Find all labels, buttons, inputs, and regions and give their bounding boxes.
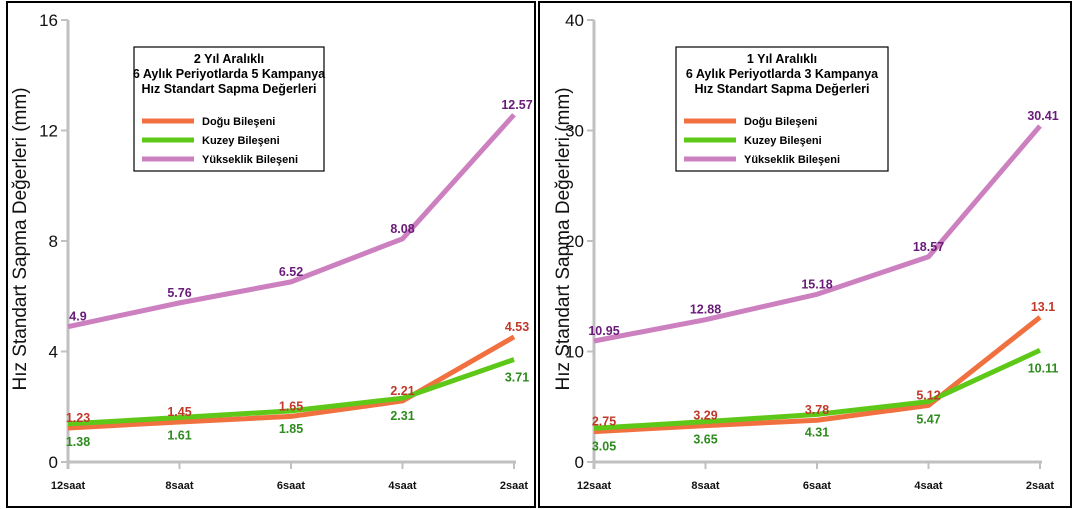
- series-line-1: [593, 348, 1042, 431]
- y-tick-label: 12: [39, 122, 58, 141]
- data-label: 1.23: [66, 411, 90, 425]
- data-label: 30.41: [1027, 109, 1058, 123]
- data-label: 1.85: [279, 422, 303, 436]
- data-label: 10.11: [1028, 361, 1059, 375]
- y-tick-label: 8: [49, 232, 58, 251]
- chart-title-line: Hız Standart Sapma Değerleri: [141, 82, 316, 96]
- y-tick-label: 0: [575, 453, 584, 472]
- data-label: 4.31: [805, 425, 829, 439]
- data-label: 8.08: [390, 222, 414, 236]
- y-tick-label: 4: [49, 343, 58, 362]
- data-label: 5.47: [916, 413, 940, 427]
- legend-label: Doğu Bileşeni: [744, 116, 817, 128]
- x-tick-label: 4saat: [388, 480, 416, 492]
- legend-label: Yükseklik Bileşeni: [202, 154, 298, 166]
- data-label: 13.1: [1031, 300, 1055, 314]
- data-label: 15.18: [801, 277, 832, 291]
- y-axis-label: Hız Standart Sapma Değerleri (mm): [553, 87, 574, 390]
- data-label: 3.65: [693, 433, 717, 447]
- y-tick-label: 20: [565, 232, 584, 251]
- data-label: 3.71: [505, 371, 529, 385]
- data-label: 5.76: [167, 286, 191, 300]
- x-tick-label: 8saat: [165, 480, 193, 492]
- data-label: 1.65: [279, 399, 303, 413]
- y-tick-label: 40: [565, 11, 584, 30]
- data-label: 2.75: [592, 415, 616, 429]
- legend-label: Kuzey Bileşeni: [744, 135, 822, 147]
- data-label: 10.95: [588, 324, 619, 338]
- x-tick-label: 6saat: [803, 480, 831, 492]
- data-label: 3.05: [592, 439, 616, 453]
- series-line-2: [67, 113, 516, 330]
- legend-label: Yükseklik Bileşeni: [744, 154, 840, 166]
- data-label: 1.61: [167, 429, 191, 443]
- legend-label: Doğu Bileşeni: [202, 116, 275, 128]
- series-line-2: [593, 124, 1042, 344]
- data-label: 5.12: [916, 388, 940, 402]
- data-label: 1.38: [66, 435, 90, 449]
- data-label: 1.45: [167, 405, 191, 419]
- x-tick-label: 8saat: [691, 480, 719, 492]
- x-tick-label: 2saat: [500, 480, 528, 492]
- y-axis-label: Hız Standart Sapma Değerleri (mm): [10, 87, 31, 390]
- y-tick-label: 10: [565, 343, 584, 362]
- data-label: 12.88: [690, 303, 721, 317]
- data-label: 12.57: [501, 98, 532, 112]
- y-tick-label: 16: [39, 11, 58, 30]
- data-label: 3.29: [693, 409, 717, 423]
- chart-2-year: 0 4 8 12 16 12saat 8saat 6saat 4saat 2saat Hız Sta…: [6, 1, 536, 508]
- x-tick-label: 12saat: [51, 480, 86, 492]
- y-tick-label: 0: [49, 453, 58, 472]
- data-label: 4.53: [505, 320, 529, 334]
- legend-box: [675, 46, 889, 172]
- chart-title-line: Hız Standart Sapma Değerleri: [694, 82, 869, 96]
- data-label: 4.9: [69, 310, 86, 324]
- chart-title-line: 2 Yıl Aralıklı: [194, 52, 264, 66]
- x-tick-label: 2saat: [1026, 480, 1054, 492]
- chart-title-line: 6 Aylık Periyotlarda 3 Kampanya: [686, 67, 879, 81]
- data-label: 3.78: [805, 403, 829, 417]
- chart-1-year: 0 10 20 30 40 12saat 8saat 6saat 4saat 2saat Hız S…: [538, 1, 1072, 508]
- series-line-1: [67, 357, 515, 427]
- legend-label: Kuzey Bileşeni: [202, 135, 280, 147]
- x-tick-label: 6saat: [277, 480, 305, 492]
- data-label: 2.31: [390, 409, 414, 423]
- data-label: 6.52: [279, 265, 303, 279]
- series-line-0: [67, 334, 516, 431]
- chart-title-line: 6 Aylık Periyotlarda 5 Kampanya: [133, 67, 326, 81]
- x-tick-label: 12saat: [577, 480, 612, 492]
- x-tick-label: 4saat: [914, 480, 942, 492]
- chart-title-line: 1 Yıl Aralıklı: [747, 52, 817, 66]
- y-tick-label: 30: [565, 122, 584, 141]
- series-line-0: [593, 315, 1042, 435]
- data-label: 18.57: [913, 240, 944, 254]
- data-label: 2.21: [390, 384, 414, 398]
- legend-box: [133, 46, 325, 172]
